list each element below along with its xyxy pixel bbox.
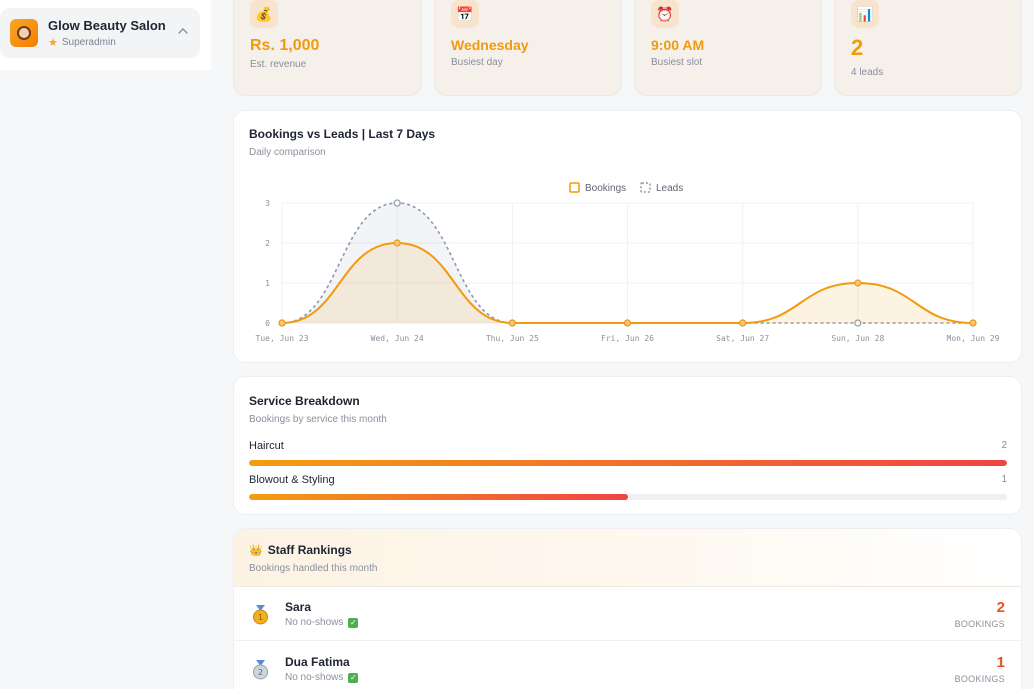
check-icon: ✓ [348,617,359,628]
stat-card-revenue: 💰 Rs. 1,000 Est. revenue [233,0,422,96]
data-point-bookings [278,319,286,327]
star-icon: ★ [48,36,58,49]
stat-value: Wednesday [451,37,529,53]
legend-swatch-bookings [569,182,580,193]
service-count: 1 [1001,474,1007,485]
service-row-haircut: Haircut 2 [249,440,1007,466]
stat-card-busiest-slot: ⏰ 9:00 AM Busiest slot [634,0,822,96]
svg-text:1: 1 [258,613,263,622]
x-tick-label: Wed, Jun 24 [371,334,424,343]
salon-name: Glow Beauty Salon [48,17,166,33]
stat-value: 9:00 AM [651,37,705,53]
y-tick-label: 0 [265,319,270,328]
data-point-bookings [393,239,401,247]
svg-text:2: 2 [258,668,263,677]
gold-medal-icon: 1 [253,605,268,625]
data-point-bookings [508,319,516,327]
crown-icon: 👑 [249,544,263,557]
salon-role: ★ Superadmin [48,36,166,49]
stat-label: Busiest slot [651,57,703,68]
service-count: 2 [1001,440,1007,451]
bookings-leads-chart: 0 1 2 3 Tue, Jun 23 Wed, Jun 24 Thu, Jun 25 Fri… [256,182,1000,343]
service-name: Haircut [249,440,284,452]
data-point-leads [393,199,401,207]
y-tick-label: 1 [265,279,270,288]
data-point-bookings [739,319,747,327]
chevron-up-icon[interactable] [178,26,188,36]
bookings-leads-panel: Bookings vs Leads | Last 7 Days Daily co… [233,110,1022,363]
x-tick-label: Sun, Jun 28 [831,334,884,343]
x-tick-label: Sat, Jun 27 [716,334,769,343]
data-point-leads [854,319,862,327]
stat-card-leads: 📊 2 4 leads [834,0,1022,96]
series-area-leads [282,203,973,323]
staff-row[interactable]: 2 Dua Fatima No no-shows ✓ 1 BOOKINGS [234,642,1021,689]
role-label: Superadmin [61,36,116,48]
service-bar-fill [249,494,628,500]
check-icon: ✓ [348,672,359,683]
legend-label-leads: Leads [656,183,683,194]
stat-label: 4 leads [851,67,884,78]
data-point-bookings [969,319,977,327]
staff-rankings-header: 👑 Staff Rankings Bookings handled this m… [234,529,1021,587]
service-breakdown-subtitle: Bookings by service this month [249,414,387,425]
service-bar-track [249,460,1007,466]
staff-name: Dua Fatima [285,655,350,669]
service-bar-track [249,494,1007,500]
staff-booking-unit: BOOKINGS [954,619,1005,629]
legend-label-bookings: Bookings [585,183,626,194]
bar-chart-icon: 📊 [851,0,879,28]
chart-subtitle: Daily comparison [249,147,326,158]
data-point-bookings [854,279,862,287]
staff-booking-unit: BOOKINGS [954,674,1005,684]
staff-name: Sara [285,600,312,614]
data-point-bookings [623,319,632,327]
salon-avatar [10,19,38,47]
stat-card-busiest-day: 📅 Wednesday Busiest day [434,0,622,96]
y-tick-label: 2 [265,239,270,248]
staff-row[interactable]: 1 Sara No no-shows ✓ 2 BOOKINGS [234,587,1021,641]
service-name: Blowout & Styling [249,474,335,486]
x-tick-label: Tue, Jun 23 [256,334,309,343]
service-breakdown-title: Service Breakdown [249,394,360,408]
x-tick-label: Fri, Jun 26 [601,334,654,343]
calendar-icon: 📅 [451,0,479,28]
y-tick-label: 3 [265,199,270,208]
money-bag-icon: 💰 [250,0,278,28]
service-breakdown-panel: Service Breakdown Bookings by service th… [233,376,1022,515]
staff-rankings-panel: 👑 Staff Rankings Bookings handled this m… [233,528,1022,689]
silver-medal-icon: 2 [253,660,268,680]
stat-label: Busiest day [451,57,503,68]
stat-label: Est. revenue [250,59,307,70]
stat-value: 2 [851,35,864,60]
legend-swatch-leads [640,182,651,193]
sidebar: Glow Beauty Salon ★ Superadmin [0,0,211,689]
x-tick-label: Mon, Jun 29 [947,334,1000,343]
chart-title: Bookings vs Leads | Last 7 Days [249,127,436,141]
x-tick-label: Thu, Jun 25 [486,334,539,343]
stat-value: Rs. 1,000 [250,37,320,54]
staff-rankings-title: Staff Rankings [267,543,352,557]
service-bar-fill [249,460,1007,466]
staff-booking-count: 1 [996,654,1005,671]
staff-rankings-subtitle: Bookings handled this month [249,563,378,574]
service-row-blowout: Blowout & Styling 1 [249,474,1007,500]
salon-switcher[interactable]: Glow Beauty Salon ★ Superadmin [0,8,200,58]
staff-note: No no-shows ✓ [285,672,359,683]
staff-booking-count: 2 [996,599,1005,616]
staff-note: No no-shows ✓ [285,617,359,628]
alarm-clock-icon: ⏰ [651,0,679,28]
